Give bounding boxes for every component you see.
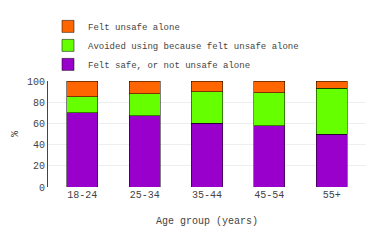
svg-text:45-54: 45-54 xyxy=(254,190,284,201)
svg-text:35-44: 35-44 xyxy=(192,190,222,201)
svg-text:25-34: 25-34 xyxy=(130,190,160,201)
svg-text:0: 0 xyxy=(39,183,45,194)
svg-text:100: 100 xyxy=(27,77,45,88)
svg-text:80: 80 xyxy=(33,98,45,109)
svg-text:55+: 55+ xyxy=(323,190,341,201)
svg-text:40: 40 xyxy=(33,140,45,151)
svg-text:18-24: 18-24 xyxy=(67,190,97,201)
svg-text:%: % xyxy=(10,131,21,137)
svg-text:Felt unsafe alone: Felt unsafe alone xyxy=(88,23,180,33)
svg-text:60: 60 xyxy=(33,119,45,130)
svg-text:20: 20 xyxy=(33,161,45,172)
svg-text:Avoided using because felt uns: Avoided using because felt unsafe alone xyxy=(88,42,299,52)
svg-text:Age group (years): Age group (years) xyxy=(156,216,258,227)
svg-text:Felt safe, or not unsafe alone: Felt safe, or not unsafe alone xyxy=(88,61,250,71)
